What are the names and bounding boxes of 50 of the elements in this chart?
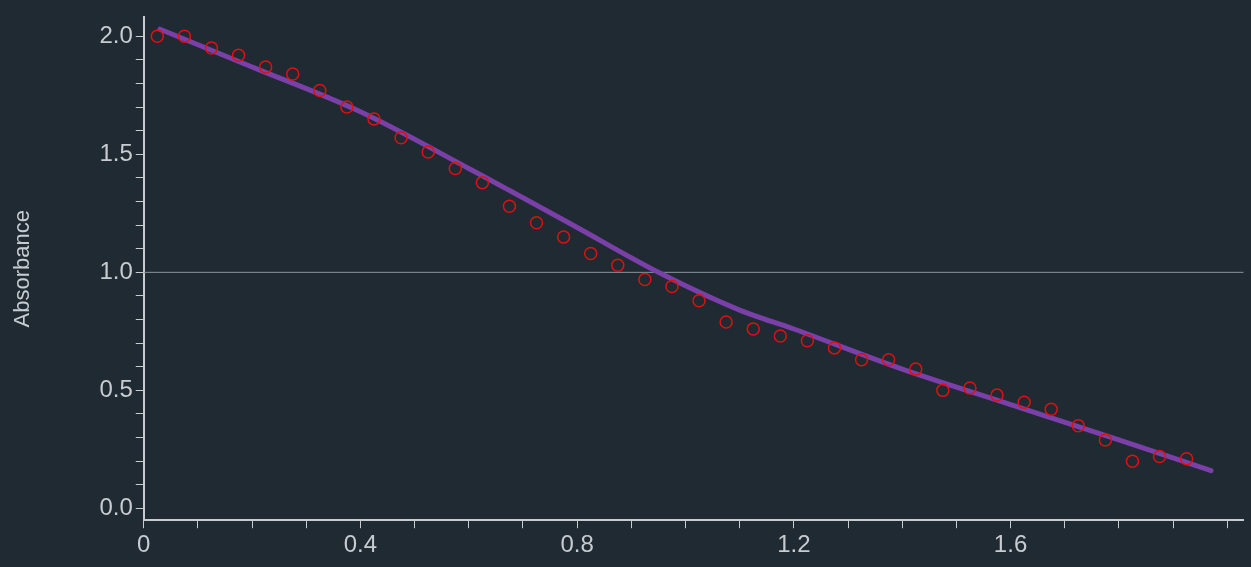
point bbox=[1125, 454, 1140, 468]
x-tick-label: 1.2 bbox=[777, 530, 811, 558]
point bbox=[665, 279, 679, 294]
point bbox=[638, 272, 652, 287]
point bbox=[692, 293, 706, 308]
point bbox=[583, 246, 598, 261]
point bbox=[1017, 395, 1031, 409]
point bbox=[258, 60, 273, 74]
point bbox=[719, 315, 733, 329]
point bbox=[367, 112, 381, 126]
point bbox=[204, 41, 219, 55]
y-tick-label: 1.5 bbox=[99, 138, 133, 166]
point bbox=[448, 161, 463, 176]
point bbox=[1044, 402, 1058, 416]
x-tick-label: 0 bbox=[137, 530, 151, 558]
point bbox=[177, 29, 192, 44]
point bbox=[340, 100, 354, 114]
point bbox=[556, 230, 571, 244]
y-tick-label: 0.0 bbox=[99, 493, 133, 521]
point bbox=[611, 258, 625, 273]
point bbox=[502, 199, 517, 213]
point bbox=[990, 388, 1004, 402]
point bbox=[1098, 433, 1113, 447]
point bbox=[1152, 449, 1167, 464]
point bbox=[313, 83, 327, 98]
point bbox=[285, 67, 300, 81]
point bbox=[854, 352, 869, 367]
point bbox=[1071, 419, 1086, 433]
point bbox=[421, 145, 435, 159]
point bbox=[963, 381, 977, 395]
point bbox=[800, 334, 815, 348]
y-tick-label: 0.5 bbox=[99, 374, 133, 402]
point bbox=[529, 216, 544, 230]
x-tick-label: 1.6 bbox=[993, 530, 1028, 558]
point bbox=[150, 29, 165, 44]
point bbox=[827, 341, 842, 355]
point bbox=[909, 362, 923, 376]
x-tick-label: 0.4 bbox=[343, 530, 378, 558]
y-tick-label: 1.0 bbox=[99, 256, 133, 284]
point bbox=[231, 48, 246, 62]
point bbox=[475, 175, 490, 190]
point bbox=[746, 322, 760, 336]
y-axis-title: Absorbance bbox=[9, 210, 35, 328]
x-tick-label: 0.8 bbox=[560, 530, 594, 558]
point bbox=[936, 383, 950, 398]
point bbox=[394, 131, 408, 145]
point bbox=[881, 352, 896, 367]
point bbox=[1179, 452, 1194, 466]
point bbox=[773, 329, 788, 343]
y-tick-label: 2.0 bbox=[99, 20, 133, 48]
